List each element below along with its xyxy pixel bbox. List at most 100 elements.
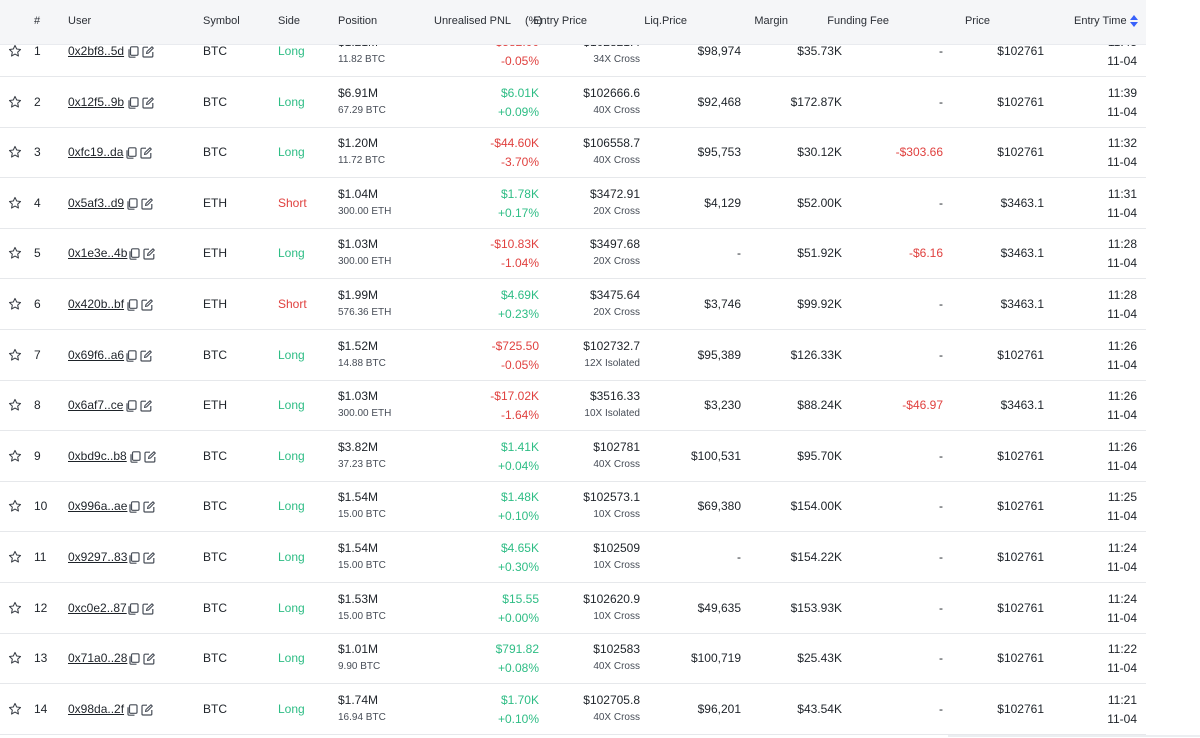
favorite-star-icon[interactable] xyxy=(8,499,22,513)
user-address-link[interactable]: 0x420b..bf xyxy=(68,297,125,311)
header-unrealised-pnl[interactable]: Unrealised PNL xyxy=(434,15,512,27)
copy-icon[interactable] xyxy=(127,602,139,615)
table-row[interactable]: 12 0xc0e2..87 BTC Long $1.53M 15.00 BTC $15.55… xyxy=(0,583,1146,634)
scroll-edge xyxy=(948,735,1200,737)
header-price[interactable]: Price xyxy=(964,15,990,27)
table-row[interactable]: 8 0x6af7..ce ETH Long $1.03M 300.00 ETH -$17.0… xyxy=(0,380,1146,432)
table-row[interactable]: 10 0x996a..ae BTC Long $1.54M 15.00 BTC $1.48K… xyxy=(0,481,1146,533)
favorite-star-icon[interactable] xyxy=(8,449,22,463)
user-address-link[interactable]: 0x69f6..a6 xyxy=(68,347,125,362)
copy-icon[interactable] xyxy=(125,399,137,412)
table-row[interactable]: 4 0x5af3..d9 ETH Short $1.04M 300.00 ETH $1.78… xyxy=(0,178,1146,229)
edit-icon[interactable] xyxy=(142,96,154,109)
favorite-star-icon[interactable] xyxy=(8,348,22,362)
header-symbol[interactable]: Symbol xyxy=(203,15,240,27)
sort-icon[interactable] xyxy=(1129,15,1138,28)
favorite-star-icon[interactable] xyxy=(8,246,22,260)
copy-icon[interactable] xyxy=(126,298,138,311)
position-value: $1.01M xyxy=(338,642,379,657)
header-margin[interactable]: Margin xyxy=(754,15,788,27)
user-address-link[interactable]: 0xbd9c..b8 xyxy=(68,448,127,463)
funding-fee: -$303.66 xyxy=(895,145,943,160)
favorite-star-icon[interactable] xyxy=(8,398,22,412)
user-address-link[interactable]: 0x2bf8..5d xyxy=(68,44,125,58)
edit-icon[interactable] xyxy=(143,500,155,513)
copy-icon[interactable] xyxy=(127,96,139,109)
edit-icon[interactable] xyxy=(141,197,153,210)
edit-icon[interactable] xyxy=(142,602,154,615)
copy-icon[interactable] xyxy=(125,146,137,159)
position-value: $1.74M xyxy=(338,692,379,707)
favorite-star-icon[interactable] xyxy=(8,196,22,210)
edit-icon[interactable] xyxy=(143,247,155,260)
symbol: BTC xyxy=(203,145,227,160)
table-row[interactable]: 2 0x12f5..9b BTC Long $6.91M 67.29 BTC $6.01K +… xyxy=(0,77,1146,128)
table-row[interactable]: 13 0x71a0..28 BTC Long $1.01M 9.90 BTC $791.82… xyxy=(0,633,1146,685)
copy-icon[interactable] xyxy=(125,349,137,362)
edit-icon[interactable] xyxy=(140,349,152,362)
header-side[interactable]: Side xyxy=(278,15,301,27)
edit-icon[interactable] xyxy=(140,146,152,159)
copy-icon[interactable] xyxy=(127,45,139,58)
edit-icon[interactable] xyxy=(142,45,154,58)
copy-icon[interactable] xyxy=(126,703,138,716)
copy-icon[interactable] xyxy=(128,500,140,514)
user-address-link[interactable]: 0x5af3..d9 xyxy=(68,195,125,210)
edit-icon[interactable] xyxy=(143,551,155,564)
user-address-link[interactable]: 0x12f5..9b xyxy=(68,94,125,109)
table-row[interactable]: 6 0x420b..bf ETH Short $1.99M 576.36 ETH $4.69… xyxy=(0,279,1146,330)
leverage-mode: 12X Isolated xyxy=(584,357,640,369)
pnl-percent: +0.04% xyxy=(497,458,539,473)
entry-price: $3497.68 xyxy=(589,237,640,252)
mark-price: $3463.1 xyxy=(1000,246,1044,261)
user-address-link[interactable]: 0xc0e2..87 xyxy=(68,600,127,615)
pnl-percent: -0.05% xyxy=(500,54,539,68)
user-address-link[interactable]: 0x9297..83 xyxy=(68,550,128,564)
header-position[interactable]: Position xyxy=(338,15,378,27)
copy-icon[interactable] xyxy=(126,197,138,210)
header-entry-time[interactable]: Entry Time xyxy=(1074,15,1138,28)
user-address-link[interactable]: 0x98da..2f xyxy=(68,701,125,716)
table-row[interactable]: 9 0xbd9c..b8 BTC Long $3.82M 37.23 BTC $1.41K +… xyxy=(0,431,1146,482)
favorite-star-icon[interactable] xyxy=(8,95,22,109)
position-quantity: 11.82 BTC xyxy=(338,54,386,65)
edit-icon[interactable] xyxy=(144,450,156,463)
favorite-star-icon[interactable] xyxy=(8,601,22,615)
table-row[interactable]: 3 0xfc19..da BTC Long $1.20M 11.72 BTC -$44.60… xyxy=(0,127,1146,179)
copy-icon[interactable] xyxy=(128,551,140,564)
copy-icon[interactable] xyxy=(129,450,141,463)
user-address-link[interactable]: 0xfc19..da xyxy=(68,145,124,160)
entry-price: $102573.1 xyxy=(583,490,640,505)
favorite-star-icon[interactable] xyxy=(8,651,22,665)
user-address-link[interactable]: 0x71a0..28 xyxy=(68,651,128,666)
favorite-star-icon[interactable] xyxy=(8,145,22,159)
table-row[interactable]: 11 0x9297..83 BTC Long $1.54M 15.00 BTC $4.65K… xyxy=(0,532,1146,583)
copy-icon[interactable] xyxy=(128,652,140,665)
edit-icon[interactable] xyxy=(141,298,153,311)
user-address-link[interactable]: 0x996a..ae xyxy=(68,499,128,514)
header-entry-price[interactable]: Entry Price xyxy=(533,15,587,27)
edit-icon[interactable] xyxy=(143,652,155,665)
favorite-star-icon[interactable] xyxy=(8,297,22,311)
position-value: $6.91M xyxy=(338,85,379,100)
favorite-star-icon[interactable] xyxy=(8,702,22,716)
margin: $154.00K xyxy=(790,499,842,514)
header-funding-fee[interactable]: Funding Fee xyxy=(827,15,889,27)
edit-icon[interactable] xyxy=(140,399,152,412)
edit-icon[interactable] xyxy=(141,703,153,716)
leverage-mode: 10X Cross xyxy=(593,610,640,622)
user-address-link[interactable]: 0x1e3e..4b xyxy=(68,246,128,261)
funding-fee: -$46.97 xyxy=(902,398,943,413)
favorite-star-icon[interactable] xyxy=(8,550,22,564)
favorite-star-icon[interactable] xyxy=(8,44,22,58)
table-row[interactable]: 5 0x1e3e..4b ETH Long $1.03M 300.00 ETH -$10.8… xyxy=(0,228,1146,280)
copy-icon[interactable] xyxy=(128,247,140,261)
header-user[interactable]: User xyxy=(68,15,92,27)
header-liq-price[interactable]: Liq.Price xyxy=(644,15,687,27)
header-pnl-percent[interactable]: (%) xyxy=(525,15,543,27)
user-address-link[interactable]: 0x6af7..ce xyxy=(68,398,124,413)
table-row[interactable]: 14 0x98da..2f BTC Long $1.74M 16.94 BTC $1.70K… xyxy=(0,684,1146,735)
table-row[interactable]: 7 0x69f6..a6 BTC Long $1.52M 14.88 BTC -$725.5… xyxy=(0,330,1146,381)
entry-price: $102781 xyxy=(593,439,640,454)
row-number: 4 xyxy=(34,195,41,210)
